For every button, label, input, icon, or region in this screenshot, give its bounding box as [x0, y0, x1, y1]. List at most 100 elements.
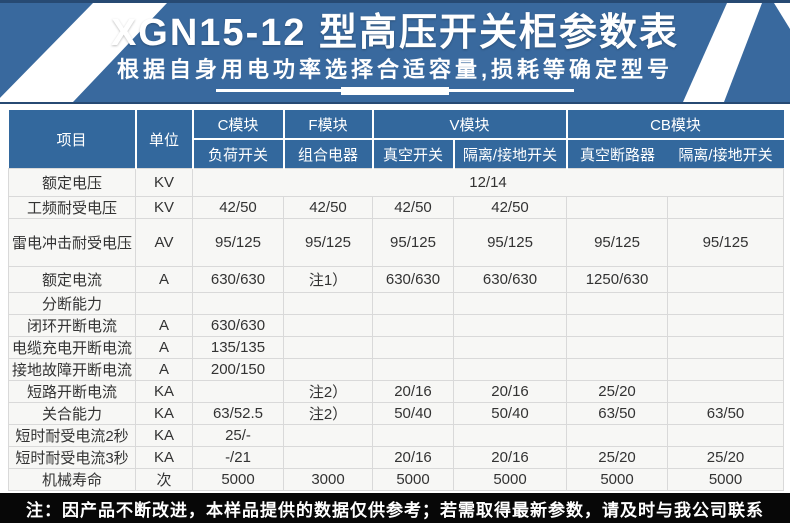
row-label: 闭环开断电流	[8, 314, 136, 337]
row-label: 工频耐受电压	[8, 196, 136, 219]
value-cell: 95/125	[667, 218, 785, 267]
value-cell: 200/150	[192, 358, 284, 381]
value-cell: 50/40	[372, 402, 454, 425]
value-cell: 1250/630	[566, 266, 669, 293]
merged-value-cell: 12/14	[191, 168, 785, 197]
table-row: 短路开断电流 KA 注2） 20/16 20/16 25/20	[8, 380, 785, 403]
table-row: 机械寿命次 5000 3000 5000 5000 5000 5000	[8, 468, 785, 491]
group-header-c-module: C模块	[192, 110, 285, 140]
value-cell: 5000	[566, 468, 669, 491]
value-cell	[372, 336, 454, 359]
value-cell	[372, 314, 454, 337]
row-label: 分断能力	[8, 292, 136, 315]
row-unit: A	[135, 358, 193, 381]
row-label: 额定电流	[8, 266, 136, 293]
value-cell	[452, 358, 568, 381]
value-cell: 95/125	[452, 218, 568, 267]
value-cell: 3000	[283, 468, 373, 491]
row-label: 接地故障开断电流	[8, 358, 136, 381]
value-cell: 42/50	[372, 196, 454, 219]
row-unit: 次	[135, 468, 193, 491]
table-row: 雷电冲击耐受电压 AV 95/125 95/125 95/125 95/125 95/125…	[8, 218, 785, 267]
row-label: 额定电压	[8, 168, 136, 197]
value-cell: 25/20	[566, 380, 669, 403]
value-cell	[566, 358, 669, 381]
value-cell: 20/16	[452, 380, 568, 403]
table-row: 关合能力 KA 63/52.5 注2） 50/40 50/40 63/50 63/50	[8, 402, 785, 425]
table-body: 额定电压 KV 12/14 工频耐受电压 KV 42/50 42/50 42/50 42/50 雷…	[8, 168, 785, 491]
value-cell: 95/125	[192, 218, 284, 267]
value-cell: 注2）	[283, 402, 373, 425]
table-row: 接地故障开断电流 A 200/150	[8, 358, 785, 381]
banner-title: XGN15-12 型高压开关柜参数表	[110, 12, 680, 54]
value-cell	[667, 292, 785, 315]
sub-header-combined-apparatus: 组合电器	[283, 139, 374, 169]
value-cell: -/21	[192, 446, 284, 469]
value-cell: 42/50	[452, 196, 568, 219]
table-header: 项目 单位 C模块 F模块 V模块 CB模块 负荷开关 组合电器 真空开关 隔离…	[8, 110, 784, 169]
group-header-cb-module: CB模块	[566, 110, 784, 140]
value-cell	[452, 336, 568, 359]
table-row: 额定电压 KV 12/14	[8, 168, 785, 197]
banner-underline-decoration	[216, 87, 574, 95]
row-label: 短时耐受电流3秒	[8, 446, 136, 469]
value-cell	[372, 424, 454, 447]
row-unit: A	[135, 266, 193, 293]
value-cell: 95/125	[372, 218, 454, 267]
row-label: 雷电冲击耐受电压	[8, 218, 136, 267]
value-cell: 注1）	[283, 266, 373, 293]
value-cell	[283, 358, 373, 381]
value-cell: 630/630	[192, 266, 284, 293]
sub-header-vacuum-switch: 真空开关	[372, 139, 455, 169]
value-cell	[192, 380, 284, 403]
row-unit: AV	[135, 218, 193, 267]
row-unit: A	[135, 336, 193, 359]
value-cell	[566, 196, 669, 219]
note-bar: 注：因产品不断改进，本样品提供的数据仅供参考；若需取得最新参数，请及时与我公司联…	[0, 493, 790, 523]
spec-table: 项目 单位 C模块 F模块 V模块 CB模块 负荷开关 组合电器 真空开关 隔离…	[8, 110, 785, 491]
value-cell	[566, 292, 669, 315]
value-cell	[283, 314, 373, 337]
value-cell	[283, 424, 373, 447]
col-header-unit: 单位	[135, 110, 194, 169]
value-cell	[372, 358, 454, 381]
value-cell: 135/135	[192, 336, 284, 359]
value-cell: 95/125	[566, 218, 669, 267]
value-cell	[192, 292, 284, 315]
value-cell	[372, 292, 454, 315]
group-header-v-module: V模块	[372, 110, 568, 140]
value-cell: 42/50	[283, 196, 373, 219]
row-label: 关合能力	[8, 402, 136, 425]
value-cell	[452, 424, 568, 447]
value-cell: 630/630	[452, 266, 568, 293]
row-label: 短路开断电流	[8, 380, 136, 403]
value-cell: 42/50	[192, 196, 284, 219]
value-cell: 63/52.5	[192, 402, 284, 425]
value-cell: 20/16	[372, 446, 454, 469]
row-unit: KA	[135, 380, 193, 403]
table-row: 电缆充电开断电流 A 135/135	[8, 336, 785, 359]
value-cell: 25/20	[566, 446, 669, 469]
row-unit: KV	[135, 168, 193, 197]
value-cell: 5000	[372, 468, 454, 491]
row-label: 电缆充电开断电流	[8, 336, 136, 359]
row-unit	[135, 292, 193, 315]
value-cell	[283, 292, 373, 315]
table-row: 短时耐受电流2秒 KA 25/-	[8, 424, 785, 447]
value-cell	[667, 314, 785, 337]
banner-stripes-decoration	[0, 3, 790, 102]
banner-subtitle: 根据自身用电功率选择合适容量,损耗等确定型号	[116, 57, 674, 82]
row-unit: A	[135, 314, 193, 337]
value-cell: 注2）	[283, 380, 373, 403]
row-unit: KA	[135, 402, 193, 425]
row-label: 机械寿命	[8, 468, 136, 491]
value-cell	[452, 292, 568, 315]
value-cell: 5000	[667, 468, 785, 491]
value-cell	[667, 424, 785, 447]
value-cell	[667, 196, 785, 219]
value-cell: 50/40	[452, 402, 568, 425]
value-cell	[566, 424, 669, 447]
banner: XGN15-12 型高压开关柜参数表 根据自身用电功率选择合适容量,损耗等确定型…	[0, 0, 790, 104]
value-cell	[667, 358, 785, 381]
table-row: 工频耐受电压 KV 42/50 42/50 42/50 42/50	[8, 196, 785, 219]
